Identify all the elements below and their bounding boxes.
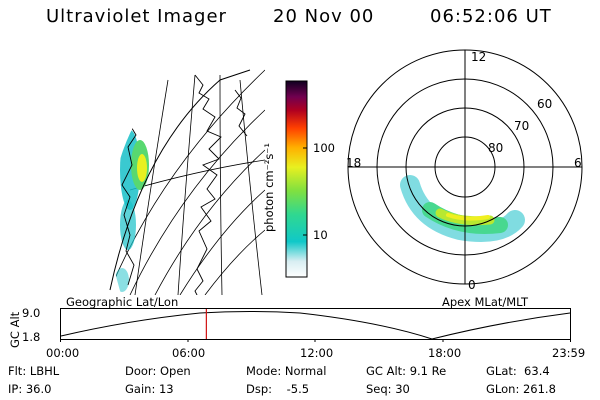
time-label: 06:52:06 UT (430, 6, 552, 27)
instrument-title: Ultraviolet Imager (46, 6, 227, 27)
xtick-1200: 12:00 (300, 346, 334, 360)
glon-status: GLon: 261.8 (486, 382, 556, 396)
polar-plot: 12 18 6 0 60 70 80 (346, 49, 583, 292)
xtick-0600: 06:00 (172, 346, 206, 360)
mlt-label-18: 18 (346, 156, 361, 170)
lat-label-70: 70 (514, 119, 529, 133)
seq-status: Seq: 30 (366, 382, 410, 396)
apex-title: Apex MLat/MLT (442, 295, 529, 309)
filter-status: Flt: LBHL (8, 364, 60, 378)
glat-status: GLat: 63.4 (486, 364, 550, 378)
colorbar-tick-10: 10 (313, 228, 328, 242)
mlt-label-12: 12 (471, 50, 486, 64)
mode-status: Mode: Normal (246, 364, 327, 378)
gc-alt-axis-label: GC Alt (8, 311, 22, 348)
intensity-colorbar (285, 80, 308, 278)
polar-aurora (400, 175, 525, 242)
gc-alt-status: GC Alt: 9.1 Re (366, 364, 447, 378)
mlt-label-6: 6 (574, 156, 582, 170)
xtick-1800: 18:00 (428, 346, 462, 360)
lat-label-60: 60 (537, 97, 552, 111)
dsp-status: Dsp: -5.5 (246, 382, 310, 396)
geographic-title: Geographic Lat/Lon (66, 295, 179, 309)
geographic-map-image (109, 69, 265, 295)
gain-status: Gain: 13 (125, 382, 174, 396)
ytick-9: 9.0 (22, 306, 41, 320)
lat-label-80: 80 (488, 141, 503, 155)
door-status: Door: Open (125, 364, 191, 378)
mlt-label-0: 0 (468, 278, 476, 292)
colorbar-tick-100: 100 (313, 141, 335, 155)
xtick-2359: 23:59 (552, 346, 586, 360)
ytick-1-8: 1.8 (22, 330, 41, 344)
altitude-curve (60, 311, 571, 340)
altitude-timeline-plot (60, 308, 571, 342)
date-label: 20 Nov 00 (273, 6, 375, 27)
xtick-0000: 00:00 (46, 346, 80, 360)
ip-status: IP: 36.0 (8, 382, 52, 396)
